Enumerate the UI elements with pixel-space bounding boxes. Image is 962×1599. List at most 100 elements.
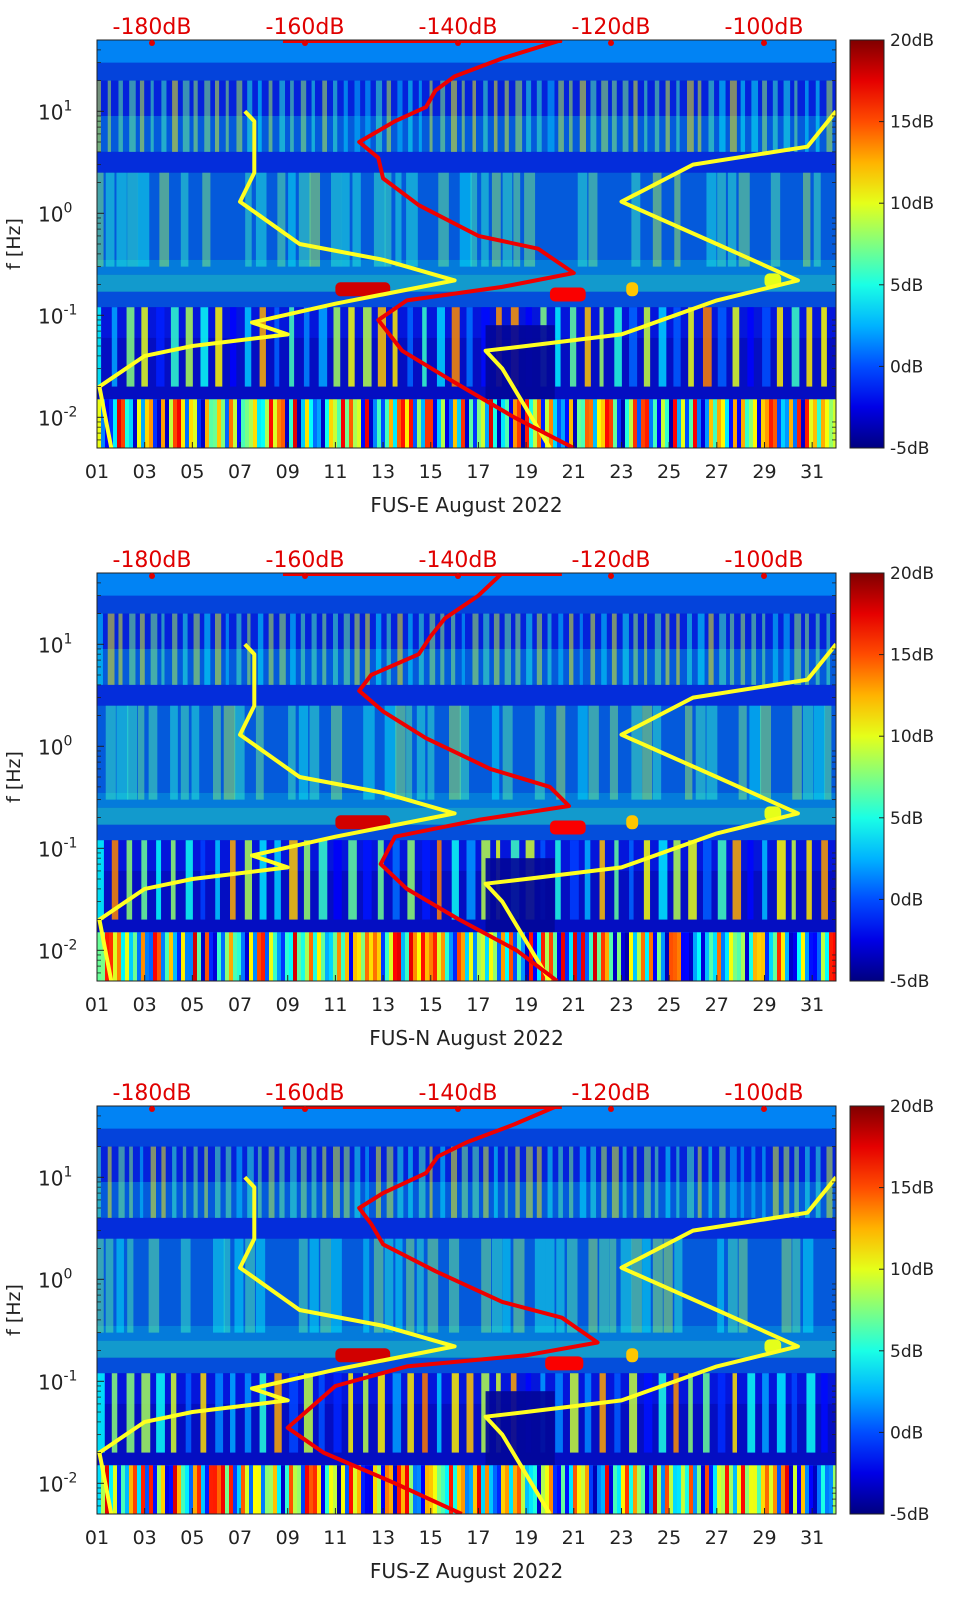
bright-band-0 <box>335 282 391 297</box>
x-tick-label: 15 <box>419 461 443 483</box>
colorbar-tick-label: -5dB <box>890 972 929 992</box>
colorbar <box>849 1105 885 1515</box>
colorbar-tick-label: 5dB <box>890 276 923 296</box>
top-axis-tick <box>761 1106 767 1112</box>
series-line-0 <box>97 1175 457 1514</box>
spectrogram <box>97 573 836 981</box>
top-axis-label: -140dB <box>419 15 498 40</box>
x-tick-label: 21 <box>562 461 586 483</box>
colorbar-tick-label: -5dB <box>890 1505 929 1525</box>
x-tick-label: 21 <box>562 1527 586 1549</box>
y-tick-label: 10-1 <box>38 835 77 861</box>
series-line-1 <box>483 110 836 448</box>
y-tick-label: 101 <box>38 1164 72 1190</box>
colorbar-tick-label: 0dB <box>890 1423 923 1443</box>
colorbar-tick-label: 0dB <box>890 890 923 910</box>
x-tick-label: 31 <box>800 1527 824 1549</box>
x-tick-label: 19 <box>514 461 538 483</box>
x-tick-label: 27 <box>705 994 729 1016</box>
x-tick-label: 01 <box>85 994 109 1016</box>
panel-fus-e: 01 03 05 07 09 11 13 15 17 19 21 23 25 27 29 31 10-2 10-1… <box>3 15 934 517</box>
top-axis-tick <box>761 573 767 579</box>
top-axis-tick <box>455 573 461 579</box>
top-axis-label: -140dB <box>419 548 498 573</box>
x-tick-label: 15 <box>419 994 443 1016</box>
x-tick-label: 01 <box>85 461 109 483</box>
y-tick-label: 10-2 <box>38 404 77 430</box>
x-tick-label: 17 <box>466 994 490 1016</box>
top-axis-tick <box>761 40 767 46</box>
top-axis-label: -100dB <box>725 1081 804 1106</box>
x-tick-label: 13 <box>371 461 395 483</box>
series-line-2 <box>357 573 571 981</box>
y-tick-label: 100 <box>38 200 72 226</box>
colorbar <box>849 572 885 982</box>
x-tick-label: 03 <box>133 461 157 483</box>
top-axis-label: -160dB <box>266 548 345 573</box>
colorbar <box>849 39 885 449</box>
top-axis-tick <box>455 40 461 46</box>
top-axis-label: -120dB <box>572 1081 651 1106</box>
x-tick-label: 25 <box>657 461 681 483</box>
bright-band-1 <box>545 1356 584 1371</box>
x-tick-label: 23 <box>609 1527 633 1549</box>
bright-band-2 <box>626 815 639 830</box>
x-tick-label: 15 <box>419 1527 443 1549</box>
series-line-2 <box>357 40 576 448</box>
top-axis-tick <box>608 1106 614 1112</box>
x-tick-label: 25 <box>657 994 681 1016</box>
x-tick-label: 25 <box>657 1527 681 1549</box>
y-axis-label: f [Hz] <box>3 218 25 270</box>
x-tick-label: 17 <box>466 1527 490 1549</box>
top-axis-label: -120dB <box>572 548 651 573</box>
colorbar-tick-label: 20dB <box>890 564 934 584</box>
x-tick-label: 03 <box>133 994 157 1016</box>
y-tick-label: 10-1 <box>38 1368 77 1394</box>
x-axis-label: FUS-E August 2022 <box>370 493 562 517</box>
top-axis-label: -160dB <box>266 15 345 40</box>
colorbar-tick-label: 15dB <box>890 1179 934 1199</box>
top-axis-label: -160dB <box>266 1081 345 1106</box>
top-axis-tick <box>455 1106 461 1112</box>
x-tick-label: 01 <box>85 1527 109 1549</box>
series-line-2 <box>285 1106 600 1514</box>
bright-band-1 <box>549 287 586 302</box>
colorbar-tick-label: 20dB <box>890 1097 934 1117</box>
x-tick-label: 07 <box>228 1527 252 1549</box>
series-line-1 <box>483 1176 836 1514</box>
colorbar-tick-label: -5dB <box>890 439 929 459</box>
x-tick-label: 29 <box>752 994 776 1016</box>
bright-band-1 <box>549 820 586 835</box>
x-tick-label: 05 <box>180 461 204 483</box>
colorbar-tick-label: 20dB <box>890 31 934 51</box>
y-tick-label: 100 <box>38 1266 72 1292</box>
colorbar-tick-label: 15dB <box>890 113 934 133</box>
top-axis-tick <box>149 40 155 46</box>
colorbar-tick-label: 15dB <box>890 646 934 666</box>
y-tick-label: 100 <box>38 733 72 759</box>
colorbar-tick-label: 5dB <box>890 809 923 829</box>
bright-band-0 <box>335 1348 391 1363</box>
x-axis-label: FUS-N August 2022 <box>369 1026 564 1050</box>
colorbar-tick-label: 10dB <box>890 1260 934 1280</box>
x-tick-label: 27 <box>705 461 729 483</box>
bright-band-2 <box>626 1348 639 1363</box>
x-tick-label: 13 <box>371 1527 395 1549</box>
series-line-0 <box>97 642 457 981</box>
y-tick-label: 101 <box>38 631 72 657</box>
x-tick-label: 09 <box>276 994 300 1016</box>
x-tick-label: 09 <box>276 461 300 483</box>
x-tick-label: 27 <box>705 1527 729 1549</box>
x-tick-label: 29 <box>752 1527 776 1549</box>
x-tick-label: 07 <box>228 994 252 1016</box>
series-line-1 <box>483 643 836 981</box>
colorbar-tick-label: 0dB <box>890 357 923 377</box>
x-tick-label: 29 <box>752 461 776 483</box>
top-axis-label: -180dB <box>113 548 192 573</box>
top-axis-label: -100dB <box>725 548 804 573</box>
x-tick-label: 19 <box>514 994 538 1016</box>
y-axis-label: f [Hz] <box>3 1284 25 1336</box>
x-tick-label: 11 <box>323 461 347 483</box>
x-tick-label: 05 <box>180 994 204 1016</box>
y-tick-label: 10-2 <box>38 937 77 963</box>
